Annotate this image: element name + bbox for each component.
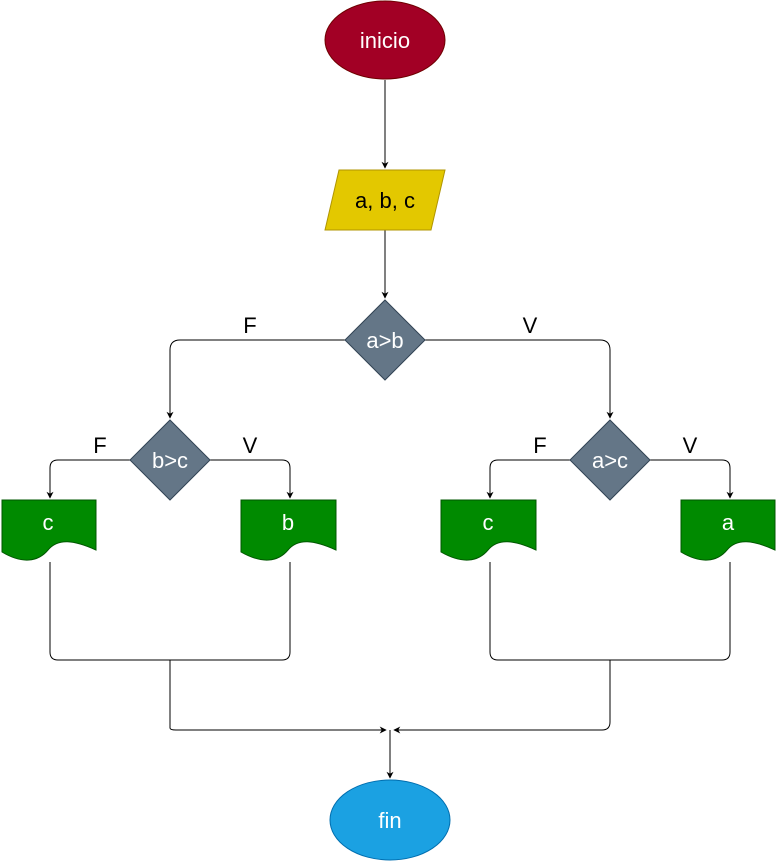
edge-labels: F V F V F V [93, 313, 697, 458]
decision-right-diamond [569, 419, 651, 501]
output-right-false-label: c [483, 510, 494, 535]
start-label: inicio [360, 28, 410, 53]
edge-main-false [166, 339, 345, 419]
edge-label-right-false: F [533, 433, 546, 458]
decision-left-diamond [129, 419, 211, 501]
edge-label-main-true: V [523, 313, 538, 338]
output-left-true-node[interactable]: b [240, 499, 337, 561]
start-node[interactable]: inicio [324, 0, 446, 80]
output-right-false-node[interactable]: c [440, 499, 537, 561]
edge-main-true [425, 339, 614, 419]
edge-left-merge [49, 562, 291, 661]
edge-right-merge-down [393, 660, 611, 734]
start-ellipse [324, 0, 446, 80]
output-right-true-node[interactable]: a [680, 499, 776, 561]
output-left-false-document [1, 499, 97, 561]
output-left-false-label: c [43, 510, 54, 535]
decision-right-node[interactable]: a>c [569, 419, 651, 501]
output-right-true-document [680, 499, 776, 561]
edges [46, 80, 734, 779]
decision-right-label: a>c [592, 448, 628, 473]
output-left-true-label: b [282, 510, 294, 535]
edge-right-true [650, 459, 734, 499]
edge-label-right-true: V [683, 433, 698, 458]
end-node[interactable]: fin [329, 779, 451, 861]
edge-label-left-false: F [93, 433, 106, 458]
edge-label-left-true: V [243, 433, 258, 458]
decision-left-node[interactable]: b>c [129, 419, 211, 501]
edge-left-true [210, 459, 294, 499]
edge-left-to-end [169, 726, 387, 734]
output-right-false-document [440, 499, 537, 561]
edge-right-merge [489, 562, 731, 661]
decision-main-diamond [344, 299, 426, 381]
input-parallelogram [324, 169, 446, 231]
input-node[interactable]: a, b, c [324, 169, 446, 231]
end-label: fin [378, 808, 401, 833]
end-ellipse [329, 779, 451, 861]
edge-right-false [486, 459, 570, 499]
edge-label-main-false: F [243, 313, 256, 338]
edge-left-false [46, 459, 130, 499]
decision-left-label: b>c [152, 448, 188, 473]
input-label: a, b, c [355, 188, 415, 213]
decision-main-label: a>b [366, 328, 403, 353]
output-left-true-document [240, 499, 337, 561]
decision-main-node[interactable]: a>b [344, 299, 426, 381]
output-right-true-label: a [722, 510, 735, 535]
output-left-false-node[interactable]: c [1, 499, 97, 561]
